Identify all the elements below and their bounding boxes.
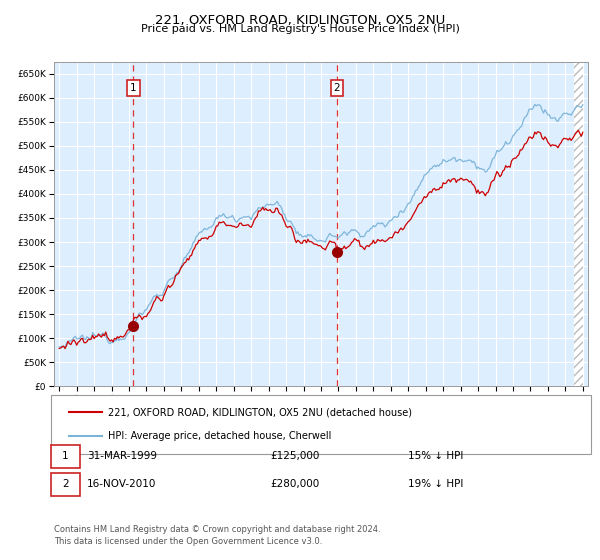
Text: Contains HM Land Registry data © Crown copyright and database right 2024.
This d: Contains HM Land Registry data © Crown c…: [54, 525, 380, 546]
Text: £125,000: £125,000: [270, 451, 319, 461]
Text: 1: 1: [130, 83, 137, 93]
Text: 15% ↓ HPI: 15% ↓ HPI: [408, 451, 463, 461]
Text: 221, OXFORD ROAD, KIDLINGTON, OX5 2NU: 221, OXFORD ROAD, KIDLINGTON, OX5 2NU: [155, 14, 445, 27]
Text: £280,000: £280,000: [270, 479, 319, 489]
Text: HPI: Average price, detached house, Cherwell: HPI: Average price, detached house, Cher…: [108, 431, 331, 441]
Text: 19% ↓ HPI: 19% ↓ HPI: [408, 479, 463, 489]
Text: 31-MAR-1999: 31-MAR-1999: [87, 451, 157, 461]
Text: 2: 2: [334, 83, 340, 93]
Text: 1: 1: [62, 451, 69, 461]
Text: 16-NOV-2010: 16-NOV-2010: [87, 479, 157, 489]
Text: 2: 2: [62, 479, 69, 489]
Text: Price paid vs. HM Land Registry's House Price Index (HPI): Price paid vs. HM Land Registry's House …: [140, 24, 460, 34]
Text: 221, OXFORD ROAD, KIDLINGTON, OX5 2NU (detached house): 221, OXFORD ROAD, KIDLINGTON, OX5 2NU (d…: [108, 408, 412, 418]
